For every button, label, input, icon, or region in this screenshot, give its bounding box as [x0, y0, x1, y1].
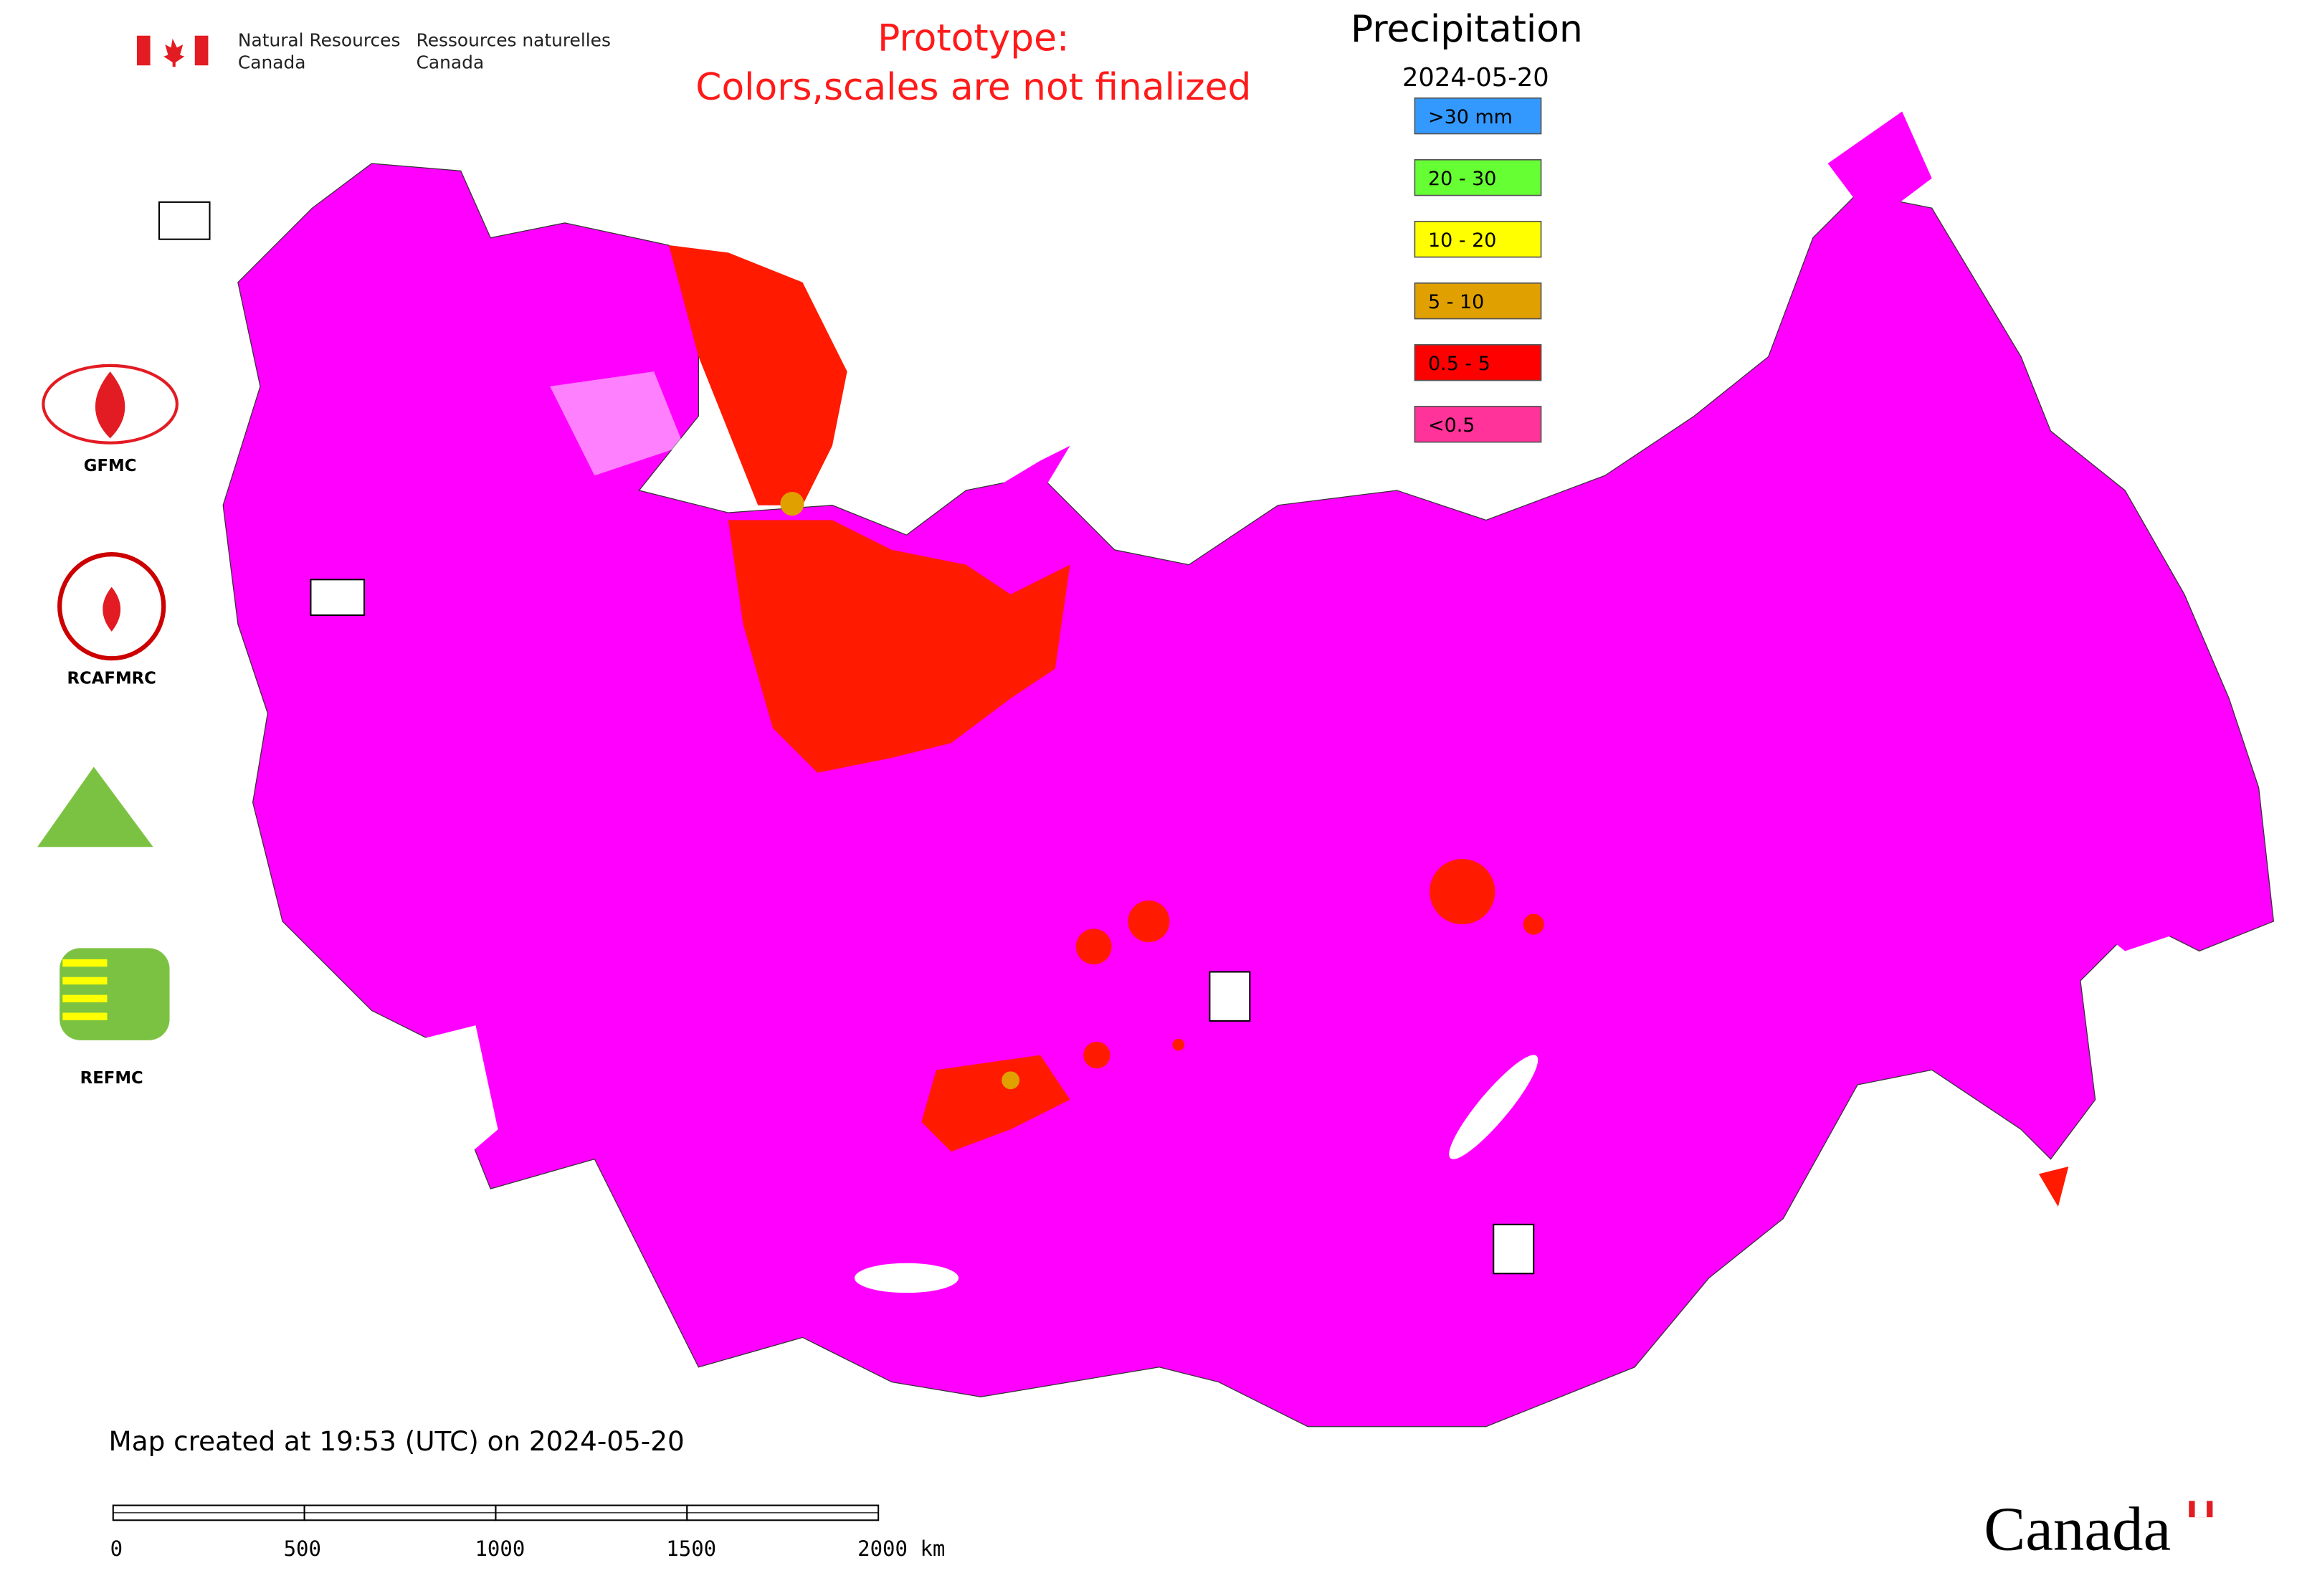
- government-signature: Natural Resources Canada Ressources natu…: [136, 29, 611, 72]
- dept-en-line2: Canada: [238, 52, 306, 72]
- legend-date: 2024-05-20: [1402, 63, 1549, 92]
- scale-label: 500: [284, 1536, 321, 1561]
- land-mass: [222, 111, 2275, 1428]
- logo-label: GFMC: [84, 457, 137, 475]
- legend-swatch: [1414, 282, 1542, 320]
- legend-title: Precipitation: [1351, 8, 1583, 51]
- scale-label: 1000: [475, 1536, 525, 1561]
- created-note: Map created at 19:53 (UTC) on 2024-05-20: [109, 1425, 685, 1457]
- scale-label: 0: [110, 1536, 123, 1561]
- legend-swatch: [1414, 406, 1542, 443]
- map-markers: [158, 201, 1535, 1275]
- scale-label: 2000 km: [857, 1536, 945, 1561]
- dept-fr-line2: Canada: [417, 52, 485, 72]
- logo-label: REFMC: [80, 1069, 143, 1088]
- legend-label: 20 - 30: [1428, 168, 1496, 190]
- notice-line2: Colors,scales are not finalized: [695, 66, 1251, 109]
- precipitation-areas: [668, 244, 2069, 1207]
- legend-swatch: [1414, 344, 1542, 381]
- logo-label: RCAFMRC: [67, 669, 156, 688]
- scale-bar: 0 500 1000 1500 2000 km: [110, 1504, 945, 1561]
- wordmark: Canada: [1984, 1494, 2171, 1564]
- legend-label: 5 - 10: [1428, 291, 1484, 313]
- legend-swatch: [1414, 158, 1542, 196]
- legend-swatch: [1414, 97, 1542, 135]
- legend-swatch: [1414, 220, 1542, 258]
- dept-en-line1: Natural Resources: [238, 29, 401, 50]
- legend: Precipitation 2024-05-20 >30 mm 20 - 30 10…: [1351, 8, 1583, 443]
- canada-wordmark: Canada: [1984, 1494, 2213, 1564]
- legend-label: >30 mm: [1428, 106, 1513, 128]
- notice-line1: Prototype:: [877, 16, 1069, 60]
- dept-fr-line1: Ressources naturelles: [417, 29, 611, 50]
- legend-label: 0.5 - 5: [1428, 353, 1490, 375]
- logo-column: GFMC RCAFMRC REFMC: [37, 364, 189, 1088]
- legend-label: <0.5: [1428, 414, 1475, 437]
- scale-label: 1500: [666, 1536, 716, 1561]
- legend-label: 10 - 20: [1428, 229, 1496, 252]
